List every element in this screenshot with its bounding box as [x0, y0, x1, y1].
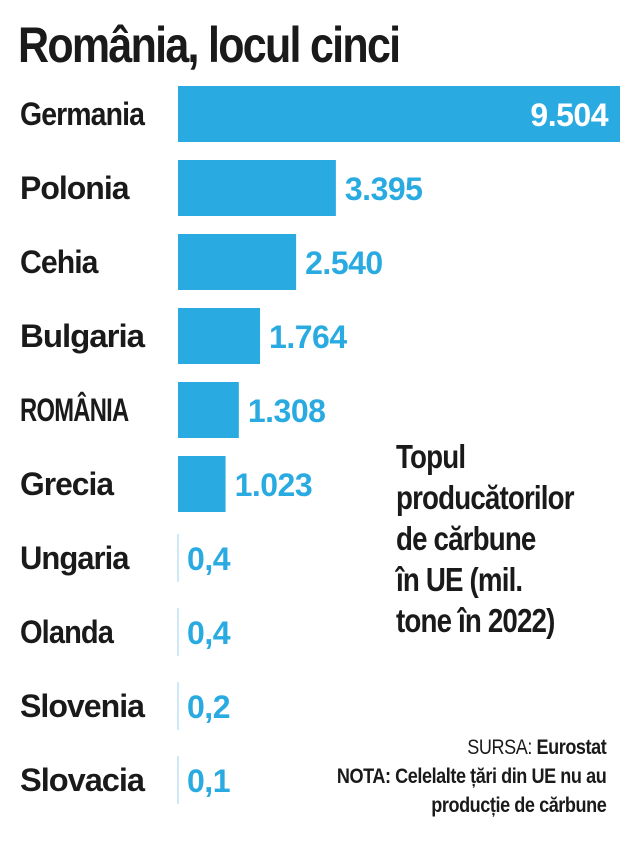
bar [178, 160, 336, 216]
value-label: 1.023 [235, 467, 313, 503]
source-line: SURSA: Eurostat [337, 733, 607, 762]
category-label: Slovacia [20, 762, 145, 798]
category-label: Olanda [20, 614, 114, 650]
category-label: Slovenia [20, 688, 145, 724]
source-label: SURSA: [466, 736, 537, 759]
value-label: 0,1 [187, 763, 230, 799]
category-label: Bulgaria [20, 318, 145, 354]
value-label: 2.540 [305, 245, 383, 281]
chart-caption: Topul producătorilor de cărbune în UE (m… [396, 436, 575, 641]
value-label: 9.504 [530, 97, 608, 133]
note-line: NOTA: Celelalte țări din UE nu au [336, 765, 607, 788]
value-label: 0,2 [187, 689, 230, 725]
caption-line: producătorilor [396, 479, 575, 516]
category-label: Cehia [20, 244, 99, 280]
value-label: 3.395 [345, 171, 423, 207]
value-label: 1.764 [269, 319, 347, 355]
bar [178, 234, 297, 290]
category-label: Germania [20, 96, 145, 132]
bar [178, 308, 261, 364]
category-label: Polonia [20, 170, 130, 206]
value-label: 0,4 [187, 615, 231, 651]
bar [178, 382, 239, 438]
page-title: România, locul cinci [18, 17, 401, 73]
footer-notes: SURSA: Eurostat NOTA: Celelalte țări din… [336, 733, 607, 820]
note-line: producție de cărbune [430, 794, 606, 817]
caption-line: Topul [396, 438, 466, 475]
value-label: 1.308 [248, 393, 326, 429]
value-label: 0,4 [187, 541, 231, 577]
category-label: Ungaria [20, 540, 130, 576]
category-label: ROMÂNIA [20, 392, 129, 428]
source-value: Eurostat [536, 736, 606, 759]
bar [178, 86, 620, 142]
caption-line: în UE (mil. [396, 561, 523, 598]
caption-line: tone în 2022) [396, 602, 555, 639]
caption-line: de cărbune [396, 520, 536, 557]
bar [178, 456, 226, 512]
category-label: Grecia [20, 466, 114, 502]
